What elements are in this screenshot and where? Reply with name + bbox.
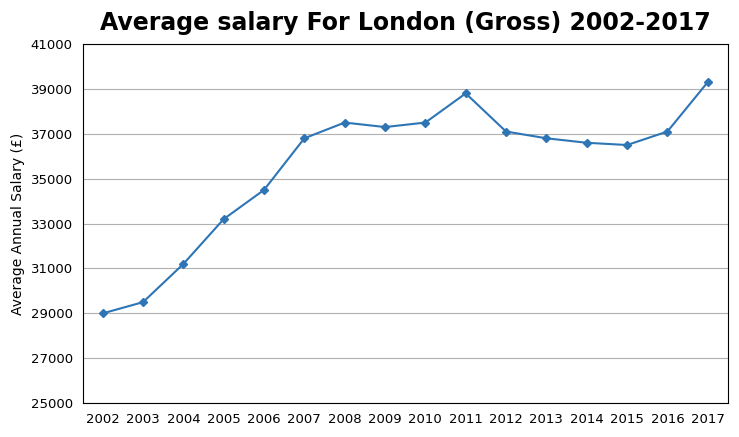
Y-axis label: Average Annual Salary (£): Average Annual Salary (£) <box>11 132 25 315</box>
Title: Average salary For London (Gross) 2002-2017: Average salary For London (Gross) 2002-2… <box>100 11 711 35</box>
